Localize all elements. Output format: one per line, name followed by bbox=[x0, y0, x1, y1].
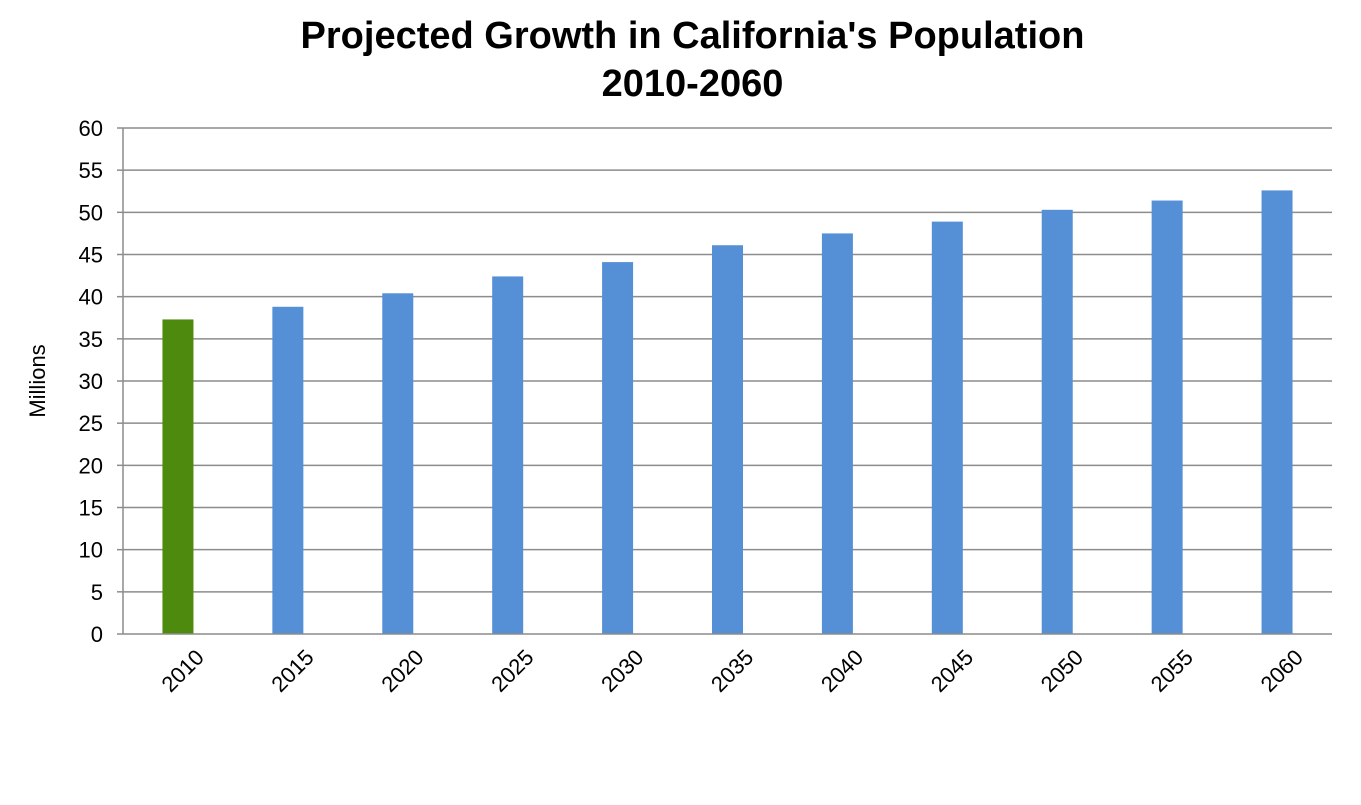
y-tick-label: 60 bbox=[79, 116, 103, 141]
x-tick-label: 2025 bbox=[486, 645, 538, 697]
bar-2045 bbox=[931, 221, 963, 635]
bars bbox=[162, 190, 1293, 635]
bar-2020 bbox=[382, 293, 414, 634]
x-tick-labels: 2010 2015 2020 2025 2030 2035 2040 2045 2050 2055… bbox=[157, 645, 1308, 697]
bar-2060 bbox=[1261, 190, 1293, 634]
x-tick-label: 2055 bbox=[1146, 645, 1198, 697]
y-tick-label: 30 bbox=[79, 369, 103, 394]
x-tick-label: 2010 bbox=[157, 645, 209, 697]
y-tick-label: 25 bbox=[79, 411, 103, 436]
y-tick-label: 55 bbox=[79, 158, 103, 183]
y-tick-label: 50 bbox=[79, 200, 103, 225]
y-tick-label: 0 bbox=[91, 622, 103, 647]
y-tick-label: 45 bbox=[79, 243, 103, 268]
chart-title: Projected Growth in California's Populat… bbox=[300, 15, 1085, 57]
x-tick-label: 2035 bbox=[706, 645, 758, 697]
y-tick-labels: 0 5 10 15 20 25 30 35 40 45 50 55 60 bbox=[79, 116, 103, 647]
bar-2040 bbox=[821, 233, 853, 634]
bar-2015 bbox=[272, 306, 304, 634]
bar-2055 bbox=[1151, 200, 1183, 634]
x-tick-label: 2015 bbox=[266, 645, 318, 697]
y-tick-label: 10 bbox=[79, 538, 103, 563]
bar-2035 bbox=[712, 245, 743, 634]
x-tick-label: 2045 bbox=[926, 645, 978, 697]
y-tick-label: 35 bbox=[79, 327, 103, 352]
x-tick-label: 2030 bbox=[596, 645, 648, 697]
y-tick-label: 40 bbox=[79, 285, 103, 310]
y-tick-label: 5 bbox=[91, 580, 103, 605]
y-tick-label: 20 bbox=[79, 453, 103, 478]
y-tick-label: 15 bbox=[79, 496, 103, 521]
y-axis-label: Millions bbox=[25, 344, 50, 417]
x-tick-label: 2060 bbox=[1256, 645, 1308, 697]
x-tick-label: 2040 bbox=[816, 645, 868, 697]
x-tick-label: 2020 bbox=[376, 645, 428, 697]
axes bbox=[117, 127, 1332, 635]
bar-2010 bbox=[162, 319, 194, 634]
bar-2030 bbox=[602, 262, 634, 634]
bar-2025 bbox=[492, 276, 524, 634]
chart-subtitle: 2010-2060 bbox=[601, 63, 784, 105]
x-tick-label: 2050 bbox=[1036, 645, 1088, 697]
bar-2050 bbox=[1041, 209, 1073, 634]
